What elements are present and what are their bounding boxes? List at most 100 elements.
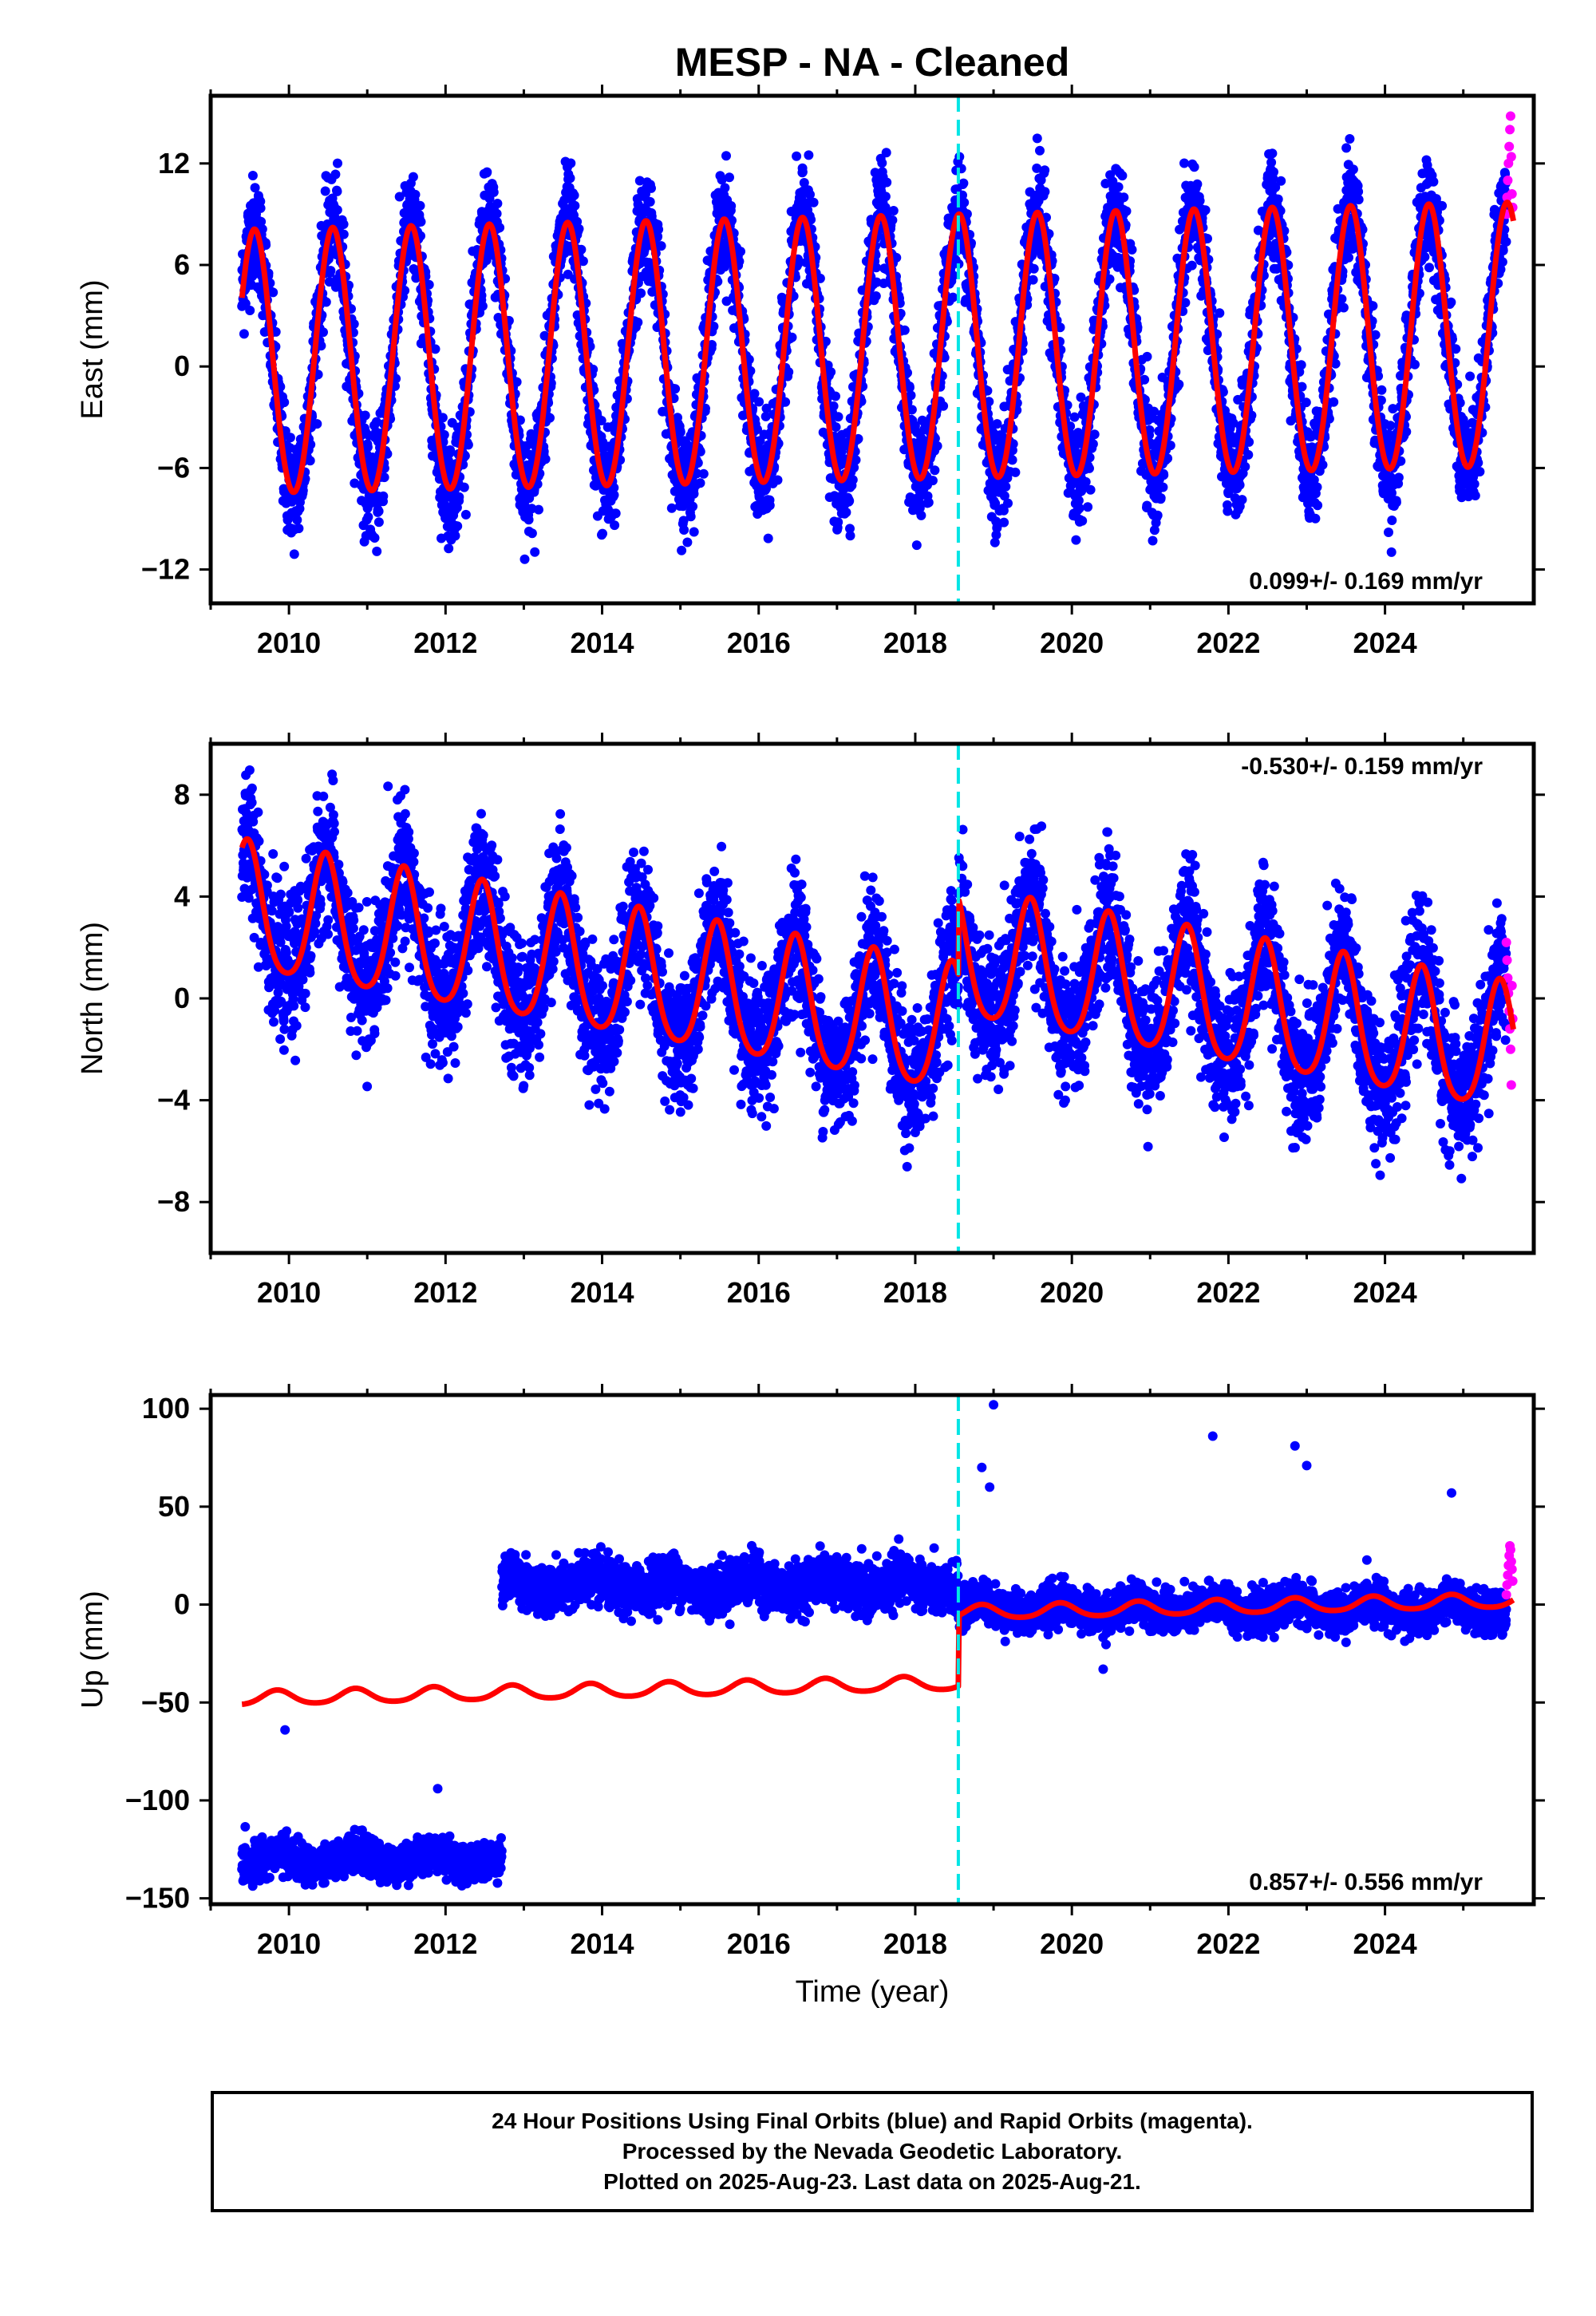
final-orbit-point bbox=[512, 377, 522, 387]
final-orbit-point bbox=[530, 547, 540, 557]
final-orbit-point bbox=[836, 447, 847, 457]
final-orbit-point bbox=[320, 186, 330, 196]
final-orbit-point bbox=[1085, 484, 1096, 495]
final-orbit-point bbox=[736, 247, 745, 257]
final-orbit-point bbox=[316, 341, 326, 351]
final-orbit-point bbox=[1266, 157, 1277, 168]
final-orbit-point bbox=[534, 504, 543, 515]
final-orbit-point bbox=[1089, 429, 1100, 440]
final-orbit-point bbox=[1040, 165, 1050, 176]
final-orbit-point bbox=[831, 422, 841, 433]
final-orbit-point bbox=[255, 203, 266, 213]
final-orbit-point bbox=[321, 297, 331, 307]
final-orbit-point bbox=[721, 151, 731, 161]
final-orbit-point bbox=[851, 455, 861, 465]
final-orbit-point bbox=[565, 173, 575, 184]
final-orbit-point bbox=[566, 158, 576, 168]
final-orbit-point bbox=[379, 472, 389, 483]
final-orbit-point bbox=[523, 515, 534, 525]
final-orbit-point bbox=[539, 330, 550, 341]
final-orbit-point bbox=[793, 259, 804, 269]
final-orbit-point bbox=[1121, 206, 1132, 216]
final-orbit-point bbox=[610, 520, 620, 531]
final-orbit-point bbox=[1032, 133, 1042, 144]
final-orbit-point bbox=[257, 224, 267, 235]
final-orbit-point bbox=[841, 508, 851, 517]
final-orbit-point bbox=[845, 531, 855, 541]
final-orbit-point bbox=[656, 241, 666, 251]
final-orbit-point bbox=[853, 433, 863, 444]
final-orbit-point bbox=[415, 200, 425, 211]
final-orbit-point bbox=[1001, 481, 1011, 492]
final-orbit-point bbox=[904, 382, 915, 393]
final-orbit-point bbox=[1179, 158, 1189, 168]
final-orbit-point bbox=[1192, 179, 1203, 189]
final-orbit-point bbox=[689, 527, 699, 537]
final-orbit-point bbox=[408, 172, 418, 182]
final-orbit-point bbox=[1119, 192, 1129, 203]
final-orbit-point bbox=[324, 277, 334, 287]
final-orbit-point bbox=[527, 528, 537, 539]
final-orbit-point bbox=[880, 192, 891, 202]
final-orbit-point bbox=[847, 475, 858, 485]
final-orbit-point bbox=[1223, 506, 1233, 516]
final-orbit-point bbox=[636, 288, 646, 298]
final-orbit-point bbox=[332, 186, 342, 196]
final-orbit-point bbox=[369, 533, 380, 543]
final-orbit-point bbox=[688, 501, 698, 512]
final-orbit-point bbox=[826, 367, 836, 377]
final-orbit-point bbox=[808, 197, 819, 207]
final-orbit-point bbox=[634, 176, 645, 186]
final-orbit-point bbox=[1029, 263, 1039, 274]
final-orbit-point bbox=[877, 158, 887, 168]
final-orbit-point bbox=[780, 397, 791, 407]
final-orbit-point bbox=[726, 201, 737, 211]
final-orbit-point bbox=[1267, 148, 1278, 159]
final-orbit-point bbox=[1003, 498, 1013, 508]
final-orbit-point bbox=[444, 543, 454, 554]
final-orbit-point bbox=[285, 433, 295, 443]
final-orbit-point bbox=[459, 482, 469, 492]
final-orbit-point bbox=[578, 256, 588, 267]
final-orbit-point bbox=[450, 531, 460, 541]
final-orbit-point bbox=[332, 205, 342, 215]
final-orbit-point bbox=[1235, 480, 1245, 490]
final-orbit-point bbox=[948, 271, 958, 281]
final-orbit-point bbox=[675, 427, 685, 437]
final-orbit-point bbox=[958, 178, 969, 188]
final-orbit-point bbox=[430, 344, 440, 354]
final-orbit-point bbox=[362, 442, 373, 453]
final-orbit-point bbox=[312, 419, 322, 429]
final-orbit-point bbox=[268, 287, 279, 298]
final-orbit-point bbox=[1148, 536, 1158, 546]
final-orbit-point bbox=[495, 223, 505, 233]
final-orbit-point bbox=[437, 413, 448, 423]
final-orbit-point bbox=[1240, 461, 1250, 472]
final-orbit-point bbox=[932, 441, 942, 451]
final-orbit-point bbox=[679, 525, 689, 535]
final-orbit-point bbox=[373, 506, 384, 516]
final-orbit-point bbox=[764, 500, 775, 511]
final-orbit-point bbox=[349, 319, 359, 329]
final-orbit-point bbox=[645, 196, 655, 207]
final-orbit-point bbox=[709, 322, 719, 331]
final-orbit-point bbox=[460, 509, 471, 520]
final-orbit-point bbox=[804, 150, 814, 160]
final-orbit-point bbox=[915, 503, 925, 513]
final-orbit-point bbox=[240, 298, 251, 309]
final-orbit-point bbox=[256, 216, 267, 227]
final-orbit-point bbox=[959, 197, 970, 207]
final-orbit-point bbox=[1276, 176, 1286, 186]
figure-title: MESP - NA - Cleaned bbox=[675, 40, 1070, 85]
final-orbit-point bbox=[799, 178, 809, 188]
final-orbit-point bbox=[279, 397, 290, 408]
final-orbit-point bbox=[292, 515, 302, 525]
final-orbit-point bbox=[318, 327, 328, 338]
final-orbit-point bbox=[1296, 360, 1306, 370]
final-orbit-point bbox=[482, 167, 492, 177]
final-orbit-point bbox=[289, 549, 299, 559]
final-orbit-point bbox=[360, 410, 370, 421]
final-orbit-point bbox=[250, 183, 260, 193]
final-orbit-point bbox=[744, 354, 754, 365]
